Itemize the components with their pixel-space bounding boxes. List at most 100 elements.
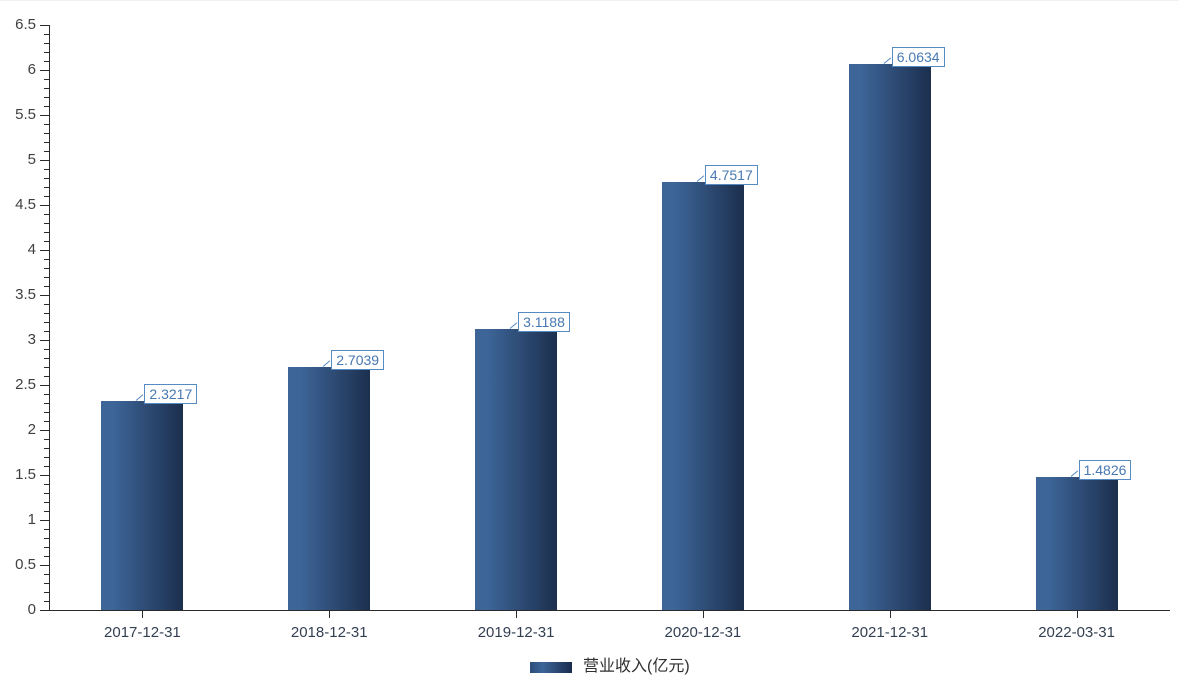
y-axis-tick-label: 0.5 [15,556,36,573]
y-minor-tick [44,502,49,503]
y-minor-tick [44,241,49,242]
y-axis-tick-label: 2 [27,421,36,438]
x-axis-line [40,610,1170,611]
y-minor-tick [44,79,49,80]
y-minor-tick [44,169,49,170]
x-axis-tick [1076,611,1078,618]
bar-value-label: 6.0634 [891,47,945,68]
y-axis-tick-label: 5.5 [15,106,36,123]
x-axis-tick [889,611,891,618]
y-major-tick [40,205,49,206]
y-major-tick [40,250,49,251]
y-minor-tick [44,43,49,44]
y-minor-tick [44,133,49,134]
y-minor-tick [44,466,49,467]
y-axis-tick-label: 4.5 [15,196,36,213]
x-axis-tick-label: 2021-12-31 [851,624,929,641]
y-minor-tick [44,421,49,422]
bar-value-label: 2.3217 [144,384,198,405]
bar-value-label: 4.7517 [704,165,758,186]
label-connector-line [696,175,705,183]
y-minor-tick [44,124,49,125]
y-axis-tick-label: 6.5 [15,16,36,33]
y-major-tick [40,475,49,476]
legend-item[interactable]: 营业收入(亿元) [530,658,690,676]
label-connector-line [1070,469,1078,477]
bar[interactable] [661,182,744,610]
y-minor-tick [44,151,49,152]
y-minor-tick [44,457,49,458]
y-minor-tick [44,313,49,314]
y-minor-tick [44,349,49,350]
y-minor-tick [44,358,49,359]
bar-value-label: 2.7039 [331,349,385,370]
y-major-tick [40,70,49,71]
y-minor-tick [44,196,49,197]
legend-swatch-icon [530,662,572,673]
y-minor-tick [44,538,49,539]
y-minor-tick [44,214,49,215]
x-axis-tick-label: 2022-03-31 [1038,624,1115,641]
y-minor-tick [44,223,49,224]
y-minor-tick [44,412,49,413]
y-minor-tick [44,97,49,98]
y-minor-tick [44,376,49,377]
y-minor-tick [44,493,49,494]
y-axis-line [49,25,50,611]
x-axis-tick [142,611,144,618]
y-minor-tick [44,304,49,305]
y-minor-tick [44,583,49,584]
y-minor-tick [44,484,49,485]
y-axis-tick-label: 1.5 [15,466,36,483]
x-axis-tick [516,611,518,618]
bar[interactable] [475,329,558,610]
y-axis-tick-label: 1 [27,511,36,528]
y-minor-tick [44,277,49,278]
y-major-tick [40,160,49,161]
y-minor-tick [44,439,49,440]
y-minor-tick [44,187,49,188]
y-minor-tick [44,106,49,107]
bar[interactable] [288,366,371,610]
y-major-tick [40,25,49,26]
y-minor-tick [44,52,49,53]
y-minor-tick [44,448,49,449]
bar[interactable] [1035,476,1118,610]
y-major-tick [40,610,49,611]
label-connector-line [136,394,144,401]
y-minor-tick [44,142,49,143]
x-axis-tick-label: 2020-12-31 [664,624,742,641]
y-axis-tick-label: 3.5 [15,286,36,303]
y-minor-tick [44,286,49,287]
legend-label: 营业收入(亿元) [583,658,690,675]
y-minor-tick [44,592,49,593]
y-minor-tick [44,367,49,368]
y-minor-tick [44,511,49,512]
x-axis-tick-label: 2017-12-31 [104,624,181,641]
y-minor-tick [44,268,49,269]
x-axis-tick-label: 2019-12-31 [477,624,555,641]
y-minor-tick [44,61,49,62]
y-minor-tick [44,547,49,548]
y-major-tick [40,340,49,341]
y-major-tick [40,520,49,521]
label-connector-line [509,322,518,330]
bar-value-label: 1.4826 [1078,459,1132,480]
label-connector-line [883,57,891,65]
y-minor-tick [44,232,49,233]
bar[interactable] [848,64,931,610]
y-minor-tick [44,403,49,404]
y-minor-tick [44,601,49,602]
y-minor-tick [44,259,49,260]
label-connector-line [322,359,331,367]
y-minor-tick [44,34,49,35]
bar-value-label: 3.1188 [518,312,570,333]
y-axis-tick-label: 5 [27,151,36,168]
y-minor-tick [44,529,49,530]
y-minor-tick [44,178,49,179]
y-major-tick [40,295,49,296]
y-major-tick [40,385,49,386]
x-axis-tick [329,611,331,618]
bar[interactable] [101,401,184,610]
